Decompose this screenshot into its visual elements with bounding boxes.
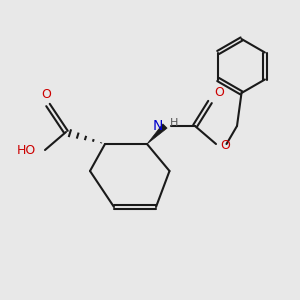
Text: O: O — [214, 86, 224, 99]
Polygon shape — [147, 124, 167, 144]
Text: HO: HO — [17, 143, 36, 157]
Text: O: O — [220, 139, 230, 152]
Text: N: N — [153, 119, 164, 133]
Text: O: O — [42, 88, 51, 100]
Text: H: H — [169, 118, 178, 128]
